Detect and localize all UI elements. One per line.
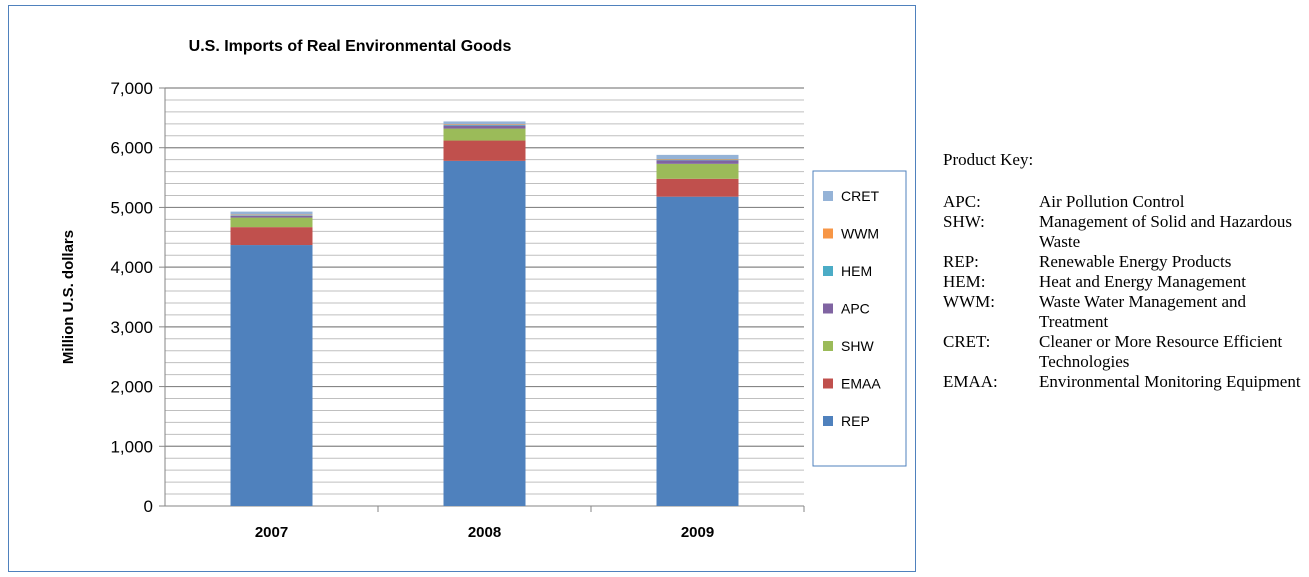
y-tick-label: 2,000 [110,378,153,397]
bar-rep-2007 [230,245,313,506]
legend-label-emaa: EMAA [841,376,881,392]
bar-apc-2007 [230,215,313,218]
bar-cret-2009 [656,154,739,160]
product-key-code: WWM: [943,292,995,311]
legend-swatch-apc [823,303,833,314]
legend-swatch-shw [823,341,833,351]
legend-label-apc: APC [841,301,870,317]
bar-hem-2009 [656,159,739,161]
product-key-desc: Renewable Energy Products [1039,252,1232,271]
product-key-title: Product Key: [943,150,1034,169]
bar-emaa-2008 [443,140,526,161]
bar-hem-2007 [230,215,313,216]
product-key-row-hem: HEM: Heat and Energy Management [943,272,1305,292]
product-key-code: SHW: [943,212,985,231]
bar-emaa-2009 [656,178,739,197]
bar-wwm-2008 [443,124,526,126]
bar-rep-2009 [656,196,739,506]
x-tick-label: 2009 [681,524,714,541]
y-tick-label: 5,000 [110,198,153,217]
product-key-code: HEM: [943,272,986,291]
product-key-row-emaa: EMAA: Environmental Monitoring Equipment [943,372,1305,392]
chart-svg: U.S. Imports of Real Environmental Goods… [60,38,907,541]
legend-label-shw: SHW [841,338,874,354]
product-key-row-apc: APC: Air Pollution Control [943,192,1305,212]
bar-hem-2008 [443,125,526,126]
product-key-row-shw: SHW: Management of Solid and Hazardous W… [943,212,1305,252]
bar-shw-2008 [443,128,526,141]
product-key-row-rep: REP: Renewable Energy Products [943,252,1305,272]
bar-apc-2009 [656,160,739,164]
product-key-desc: Management of Solid and Hazardous Waste [1039,212,1293,251]
product-key: Product Key: APC: Air Pollution Control … [943,150,1305,392]
product-key-row-wwm: WWM: Waste Water Management and Treatmen… [943,292,1305,332]
bar-cret-2007 [230,211,313,215]
bar-cret-2008 [443,121,526,125]
legend-swatch-cret [823,191,833,201]
chart-frame: U.S. Imports of Real Environmental Goods… [8,5,916,572]
product-key-desc: Waste Water Management and Treatment [1039,292,1247,331]
y-tick-label: 3,000 [110,318,153,337]
x-tick-label: 2007 [255,524,288,541]
product-key-desc: Cleaner or More Resource Efficient Techn… [1039,332,1283,371]
product-key-desc: Air Pollution Control [1039,192,1185,211]
legend-swatch-wwm [823,228,833,239]
chart-title: U.S. Imports of Real Environmental Goods [189,38,512,55]
product-key-code: EMAA: [943,372,998,391]
y-tick-label: 7,000 [110,79,153,98]
y-tick-label: 1,000 [110,437,153,456]
bar-wwm-2007 [230,214,313,216]
y-tick-label: 6,000 [110,139,153,158]
bar-rep-2008 [443,160,526,506]
legend-label-rep: REP [841,413,870,429]
product-key-code: REP: [943,252,979,271]
bar-shw-2007 [230,217,313,228]
bar-wwm-2009 [656,159,739,160]
bar-emaa-2007 [230,227,313,246]
y-tick-label: 0 [144,497,153,516]
y-axis-label: Million U.S. dollars [60,230,77,364]
legend-label-hem: HEM [841,263,872,279]
bar-apc-2008 [443,125,526,129]
bar-shw-2009 [656,163,739,179]
x-tick-label: 2008 [468,524,501,541]
product-key-row-cret: CRET: Cleaner or More Resource Efficient… [943,332,1305,372]
legend-label-wwm: WWM [841,226,879,242]
legend-swatch-rep [823,416,833,426]
legend-label-cret: CRET [841,188,880,204]
legend-swatch-hem [823,266,833,276]
y-tick-label: 4,000 [110,258,153,277]
product-key-desc: Heat and Energy Management [1039,272,1246,291]
product-key-code: CRET: [943,332,991,351]
product-key-desc: Environmental Monitoring Equipment [1039,372,1301,391]
product-key-code: APC: [943,192,981,211]
legend-swatch-emaa [823,378,833,389]
